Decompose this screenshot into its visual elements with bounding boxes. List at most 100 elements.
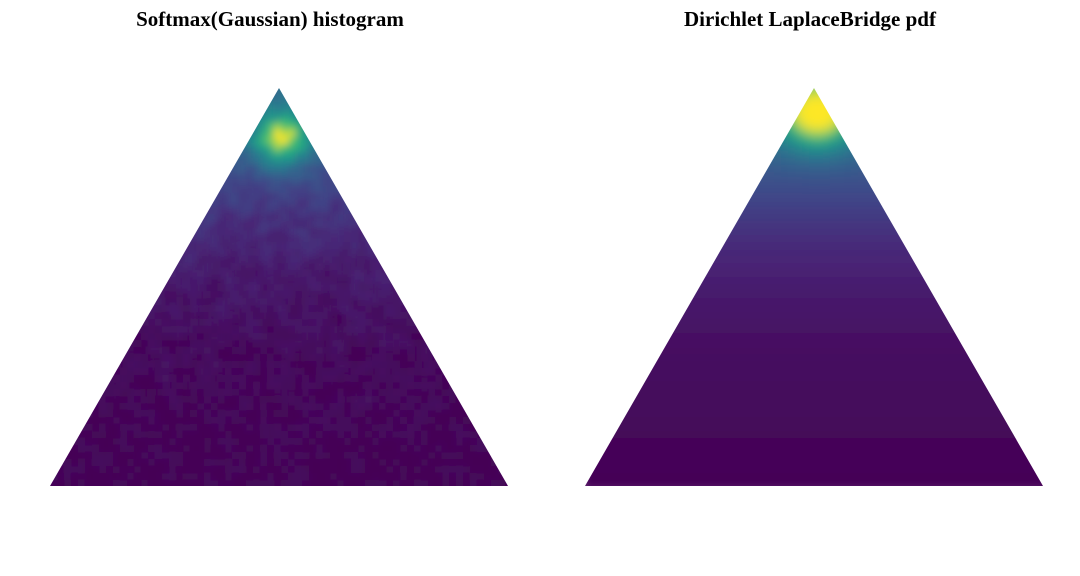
density-cell bbox=[169, 389, 177, 397]
density-cell bbox=[169, 270, 177, 278]
density-cell bbox=[253, 235, 261, 243]
density-cell bbox=[456, 459, 464, 467]
density-cell bbox=[956, 158, 964, 166]
density-cell bbox=[365, 270, 373, 278]
density-cell bbox=[739, 179, 747, 187]
density-cell bbox=[781, 144, 789, 152]
density-cell bbox=[309, 88, 317, 89]
density-cell bbox=[351, 88, 359, 89]
density-cell bbox=[127, 312, 135, 320]
density-cell bbox=[484, 144, 492, 152]
density-cell bbox=[183, 88, 191, 96]
density-cell bbox=[288, 137, 296, 145]
density-cell bbox=[421, 291, 429, 299]
density-cell bbox=[491, 312, 499, 320]
density-cell bbox=[599, 165, 607, 173]
density-cell bbox=[225, 151, 233, 159]
density-cell bbox=[358, 326, 366, 334]
density-cell bbox=[225, 277, 233, 285]
density-cell bbox=[232, 249, 240, 257]
density-cell bbox=[85, 298, 93, 306]
density-cell bbox=[50, 354, 58, 362]
density-cell bbox=[386, 347, 394, 355]
density-cell bbox=[414, 333, 422, 341]
density-cell bbox=[372, 347, 380, 355]
density-cell bbox=[379, 277, 387, 285]
density-cell bbox=[407, 431, 415, 439]
density-cell bbox=[907, 123, 915, 131]
density-cell bbox=[99, 165, 107, 173]
density-cell bbox=[421, 326, 429, 334]
density-cell bbox=[330, 158, 338, 166]
density-cell bbox=[71, 144, 79, 152]
density-cell bbox=[239, 116, 247, 124]
density-cell bbox=[456, 235, 464, 243]
density-cell bbox=[372, 389, 380, 397]
density-cell bbox=[281, 88, 289, 96]
density-cell bbox=[718, 88, 726, 89]
density-cell bbox=[697, 109, 705, 117]
density-cell bbox=[393, 144, 401, 152]
density-cell bbox=[162, 193, 170, 201]
density-cell bbox=[767, 109, 775, 117]
density-cell bbox=[344, 242, 352, 250]
density-cell bbox=[197, 431, 205, 439]
density-cell bbox=[470, 473, 478, 481]
density-cell bbox=[372, 207, 380, 215]
density-cell bbox=[330, 431, 338, 439]
density-cell bbox=[162, 403, 170, 411]
density-cell bbox=[85, 424, 93, 432]
density-cell bbox=[78, 438, 86, 446]
density-cell bbox=[725, 109, 733, 117]
density-cell bbox=[1005, 102, 1013, 110]
density-cell bbox=[484, 116, 492, 124]
density-cell bbox=[893, 109, 901, 117]
density-cell bbox=[50, 410, 51, 418]
density-cell bbox=[585, 172, 593, 180]
density-cell bbox=[113, 368, 121, 376]
density-cell bbox=[141, 242, 149, 250]
density-cell bbox=[893, 165, 901, 173]
density-cell bbox=[477, 410, 485, 418]
density-cell bbox=[935, 165, 943, 173]
density-cell bbox=[351, 298, 359, 306]
density-cell bbox=[414, 179, 422, 187]
density-cell bbox=[809, 172, 817, 180]
density-cell bbox=[949, 95, 957, 103]
density-cell bbox=[760, 144, 768, 152]
density-cell bbox=[421, 347, 429, 355]
density-cell bbox=[655, 116, 663, 124]
density-cell bbox=[837, 95, 845, 103]
density-cell bbox=[428, 445, 436, 453]
density-cell bbox=[774, 123, 782, 131]
density-cell bbox=[99, 403, 107, 411]
density-cell bbox=[78, 214, 86, 222]
density-cell bbox=[858, 102, 866, 110]
density-cell bbox=[477, 291, 485, 299]
density-cell bbox=[372, 361, 380, 369]
density-cell bbox=[725, 179, 733, 187]
density-cell bbox=[246, 144, 254, 152]
density-cell bbox=[442, 214, 450, 222]
density-cell bbox=[281, 480, 289, 486]
density-cell bbox=[92, 368, 100, 376]
density-cell bbox=[330, 102, 338, 110]
density-cell bbox=[442, 172, 450, 180]
density-cell bbox=[893, 144, 901, 152]
density-cell bbox=[57, 382, 65, 390]
density-cell bbox=[274, 340, 282, 348]
density-cell bbox=[127, 207, 135, 215]
density-cell bbox=[253, 312, 261, 320]
density-cell bbox=[211, 249, 219, 257]
density-cell bbox=[232, 214, 240, 222]
density-cell bbox=[337, 354, 345, 362]
density-cell bbox=[162, 361, 170, 369]
density-cell bbox=[232, 361, 240, 369]
density-cell bbox=[50, 438, 51, 446]
density-cell bbox=[176, 333, 184, 341]
density-cell bbox=[57, 270, 65, 278]
density-cell bbox=[85, 200, 93, 208]
density-cell bbox=[190, 95, 198, 103]
density-cell bbox=[274, 102, 282, 110]
density-cell bbox=[232, 277, 240, 285]
